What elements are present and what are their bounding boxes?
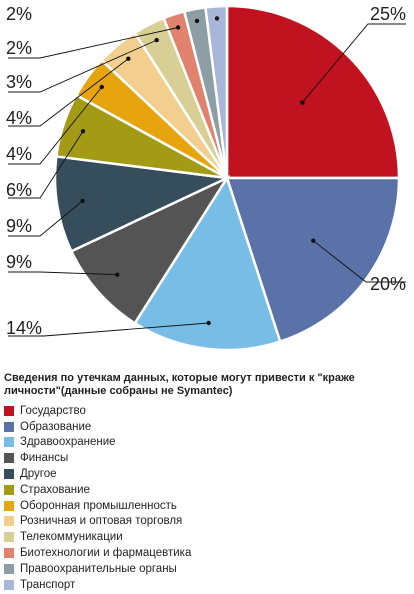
legend-label: Телекоммуникации	[20, 531, 123, 544]
pie-value-labels: 25% 20% 14% 9% 9% 6% 4% 4% 3% 2% 2%	[6, 4, 406, 338]
legend-item: Образование	[4, 419, 410, 435]
legend-swatch	[4, 484, 14, 495]
legend-items: Государство Образование Здравоохранение Фин…	[4, 403, 410, 593]
legend-label: Страхование	[20, 483, 90, 496]
legend-swatch	[4, 563, 14, 574]
legend-label: Государство	[20, 404, 86, 417]
legend-item: Страхование	[4, 482, 410, 498]
leader-line	[8, 271, 118, 276]
legend-label: Правоохранительные органы	[20, 562, 177, 575]
legend-swatch	[4, 532, 14, 543]
legend-label: Розничная и оптовая торговля	[20, 515, 183, 528]
leader-line	[302, 23, 406, 103]
legend-item: Биотехнологии и фармацевтика	[4, 545, 410, 561]
leader-line	[8, 130, 84, 199]
leader-line	[8, 58, 129, 127]
legend-item: Правоохранительные органы	[4, 561, 410, 577]
pie-slice	[204, 4, 229, 179]
legend-label: Образование	[20, 420, 92, 433]
chart-title: Сведения по утечкам данных, которые могу…	[4, 372, 355, 397]
legend-item: Здравоохранение	[4, 435, 410, 451]
slice-value-label: 4%	[6, 144, 32, 164]
pie-slice	[53, 155, 232, 253]
slice-value-label: 20%	[370, 274, 406, 294]
legend-swatch	[4, 437, 14, 448]
pie-slice	[225, 176, 401, 344]
leader-line	[8, 322, 209, 337]
legend-item: Транспорт	[4, 577, 410, 593]
leader-line	[313, 240, 406, 283]
legend-label: Оборонная промышленность	[20, 499, 177, 512]
legend-swatch	[4, 469, 14, 480]
slice-value-label: 2%	[6, 38, 32, 58]
leader-line	[8, 39, 157, 93]
legend-item: Государство	[4, 403, 410, 419]
legend-item: Телекоммуникации	[4, 529, 410, 545]
legend-swatch	[4, 516, 14, 527]
leader-lines	[8, 16, 406, 337]
legend-item: Розничная и оптовая торговля	[4, 514, 410, 530]
legend-swatch	[4, 548, 14, 559]
slice-value-label: 25%	[370, 4, 406, 24]
legend-label: Финансы	[20, 452, 69, 465]
legend-swatch	[4, 500, 14, 511]
legend-item: Финансы	[4, 450, 410, 466]
pie-slices	[53, 4, 401, 352]
legend-label: Биотехнологии и фармацевтика	[20, 547, 192, 560]
slice-value-label: 3%	[6, 72, 32, 92]
pie-slice	[133, 175, 282, 352]
leader-dot	[194, 18, 200, 24]
pie-slice	[69, 175, 231, 325]
legend-item: Другое	[4, 466, 410, 482]
legend-label: Транспорт	[20, 578, 76, 591]
legend-swatch	[4, 579, 14, 590]
slice-value-label: 9%	[6, 216, 32, 236]
legend-swatch	[4, 421, 14, 432]
legend-label: Здравоохранение	[20, 436, 116, 449]
legend-label: Другое	[20, 468, 57, 481]
leader-line	[8, 27, 179, 59]
legend: Сведения по утечкам данных, которые могу…	[4, 372, 410, 593]
leader-line	[8, 200, 83, 237]
legend-item: Оборонная промышленность	[4, 498, 410, 514]
pie-chart: 25% 20% 14% 9% 9% 6% 4% 4% 3% 2% 2%	[6, 4, 406, 352]
pie-slice	[225, 4, 401, 180]
leader-dot	[214, 16, 220, 21]
slice-value-label: 9%	[6, 252, 32, 272]
legend-swatch	[4, 405, 14, 416]
slice-value-label: 6%	[6, 180, 32, 200]
legend-swatch	[4, 453, 14, 464]
leader-line	[8, 86, 103, 165]
slice-value-label: 14%	[6, 318, 42, 338]
slice-value-label: 4%	[6, 108, 32, 128]
slice-value-label: 2%	[6, 4, 32, 24]
